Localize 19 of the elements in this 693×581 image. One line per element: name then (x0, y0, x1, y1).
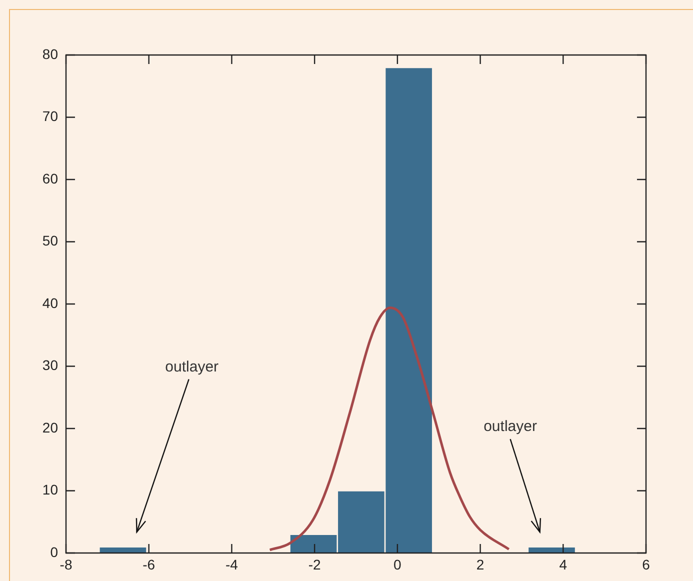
y-tick-label: 50 (42, 232, 58, 249)
annotation: outlayer (165, 358, 219, 376)
y-tick-label: 60 (42, 170, 58, 186)
x-tick-label: 0 (394, 556, 402, 572)
x-tick-label: 4 (559, 556, 568, 572)
y-tick-label: 0 (50, 544, 58, 560)
x-tick-label: -6 (142, 556, 156, 572)
y-tick-label: 80 (42, 46, 58, 62)
x-tick-label: 2 (476, 556, 484, 572)
x-tick-label: -4 (225, 556, 238, 572)
y-tick-label: 30 (42, 357, 58, 374)
y-tick-label: 10 (42, 482, 58, 498)
x-tick-label: -8 (60, 556, 72, 572)
x-tick-label: 6 (642, 556, 650, 572)
y-tick-label: 40 (42, 294, 58, 311)
annotation: outlayer (484, 418, 537, 436)
y-tick-label: 20 (42, 419, 58, 436)
y-tick-label: 70 (42, 108, 58, 124)
x-tick-label: -2 (308, 556, 322, 572)
